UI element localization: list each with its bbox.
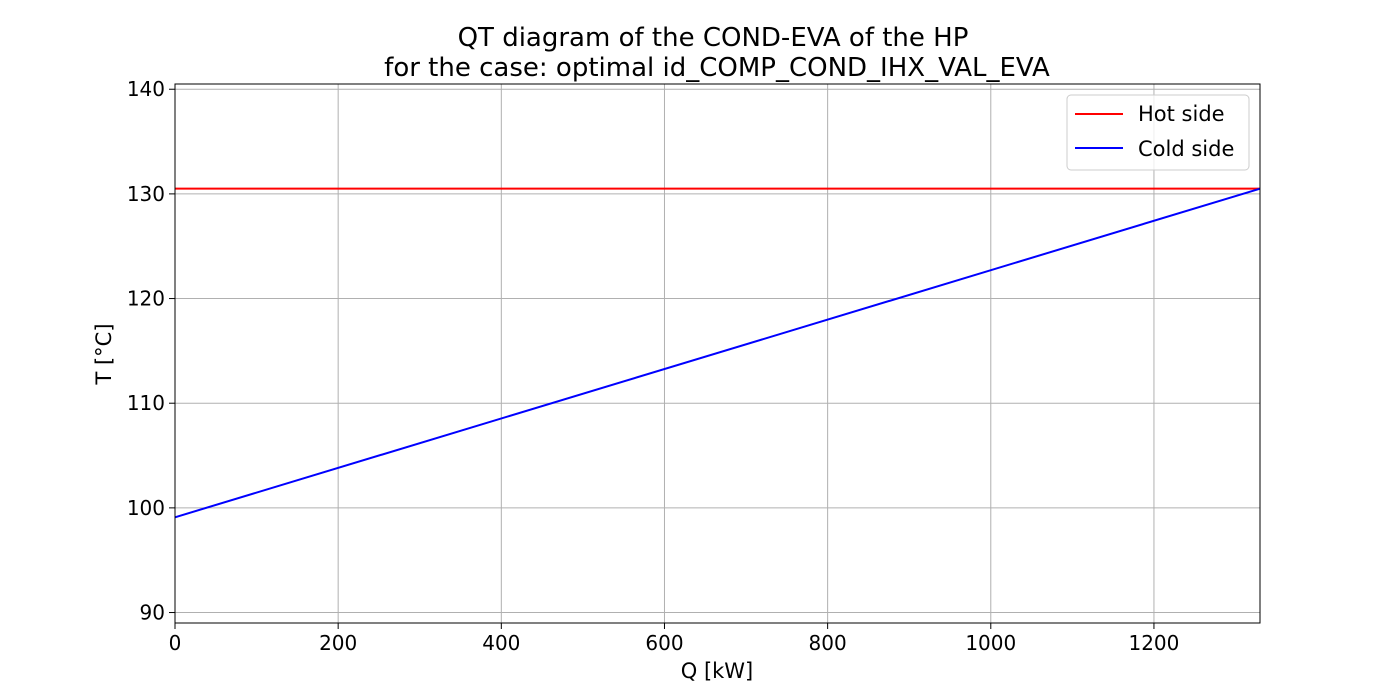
axis-ticks: 0 200 400 600 800 1000 1200 90 100 110 120 130 140 bbox=[127, 77, 1180, 655]
x-tick-label: 1000 bbox=[965, 631, 1016, 655]
x-tick-label: 0 bbox=[169, 631, 182, 655]
x-tick-label: 200 bbox=[319, 631, 357, 655]
x-tick-label: 1200 bbox=[1128, 631, 1179, 655]
legend: Hot side Cold side bbox=[1066, 94, 1250, 171]
y-tick-label: 130 bbox=[127, 182, 165, 206]
y-axis-label: T [°C] bbox=[92, 323, 116, 385]
x-axis-label: Q [kW] bbox=[681, 659, 754, 683]
y-tick-label: 100 bbox=[127, 496, 165, 520]
y-tick-label: 140 bbox=[127, 77, 165, 101]
x-tick-label: 400 bbox=[482, 631, 520, 655]
x-tick-label: 800 bbox=[809, 631, 847, 655]
chart-title-line-2: for the case: optimal id_COMP_COND_IHX_V… bbox=[384, 53, 1050, 83]
series-lines bbox=[174, 187, 1261, 519]
grid bbox=[174, 84, 1260, 623]
plot-frame bbox=[174, 83, 1261, 624]
series-line-cold-side bbox=[174, 187, 1261, 519]
x-tick-label: 600 bbox=[645, 631, 683, 655]
legend-label-hot-side: Hot side bbox=[1138, 102, 1225, 126]
y-tick-label: 110 bbox=[127, 391, 165, 415]
y-tick-label: 120 bbox=[127, 287, 165, 311]
legend-label-cold-side: Cold side bbox=[1138, 137, 1234, 161]
y-tick-label: 90 bbox=[140, 601, 165, 625]
chart-title-line-1: QT diagram of the COND-EVA of the HP bbox=[458, 23, 969, 53]
